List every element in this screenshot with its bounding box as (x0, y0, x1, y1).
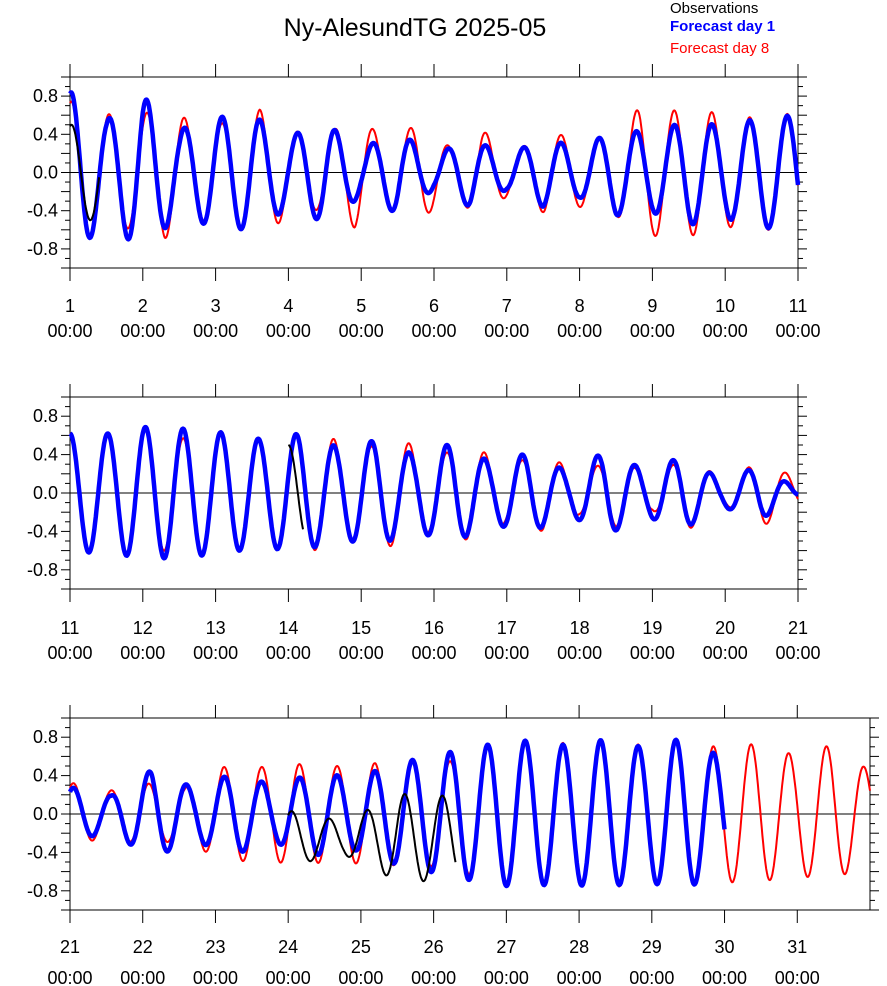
x-tick-label-time: 00:00 (339, 321, 384, 341)
x-tick-label-day: 28 (569, 937, 589, 957)
x-tick-label-day: 15 (351, 618, 371, 638)
x-tick-label-time: 00:00 (484, 968, 529, 986)
x-tick-label-day: 8 (575, 296, 585, 316)
x-tick-label-day: 29 (642, 937, 662, 957)
x-tick-label-time: 00:00 (47, 968, 92, 986)
chart-panel-1: 0.8 0.4 0.0 -0.4 -0.8 1 00:00 2 00:00 3 00:00 4 00:0… (27, 64, 821, 341)
x-tick-label-day: 9 (647, 296, 657, 316)
x-tick-label-time: 00:00 (47, 321, 92, 341)
x-tick-label-day: 2 (138, 296, 148, 316)
series-observations (287, 444, 304, 530)
x-tick-label-day: 22 (133, 937, 153, 957)
x-tick-label-time: 00:00 (266, 321, 311, 341)
x-tick-label-day: 11 (789, 296, 808, 316)
y-tick-label: 0.8 (33, 727, 58, 747)
x-tick-label-time: 00:00 (193, 643, 238, 663)
x-tick-label-day: 3 (211, 296, 221, 316)
chart-title: Ny-AlesundTG 2025-05 (283, 14, 547, 42)
series-observations (287, 793, 457, 883)
x-tick-label-day: 10 (715, 296, 735, 316)
y-tick-label: 0.0 (33, 163, 58, 183)
x-tick-label-day: 17 (497, 618, 517, 638)
y-tick-label: 0.0 (33, 483, 58, 503)
x-tick-label-time: 00:00 (630, 321, 675, 341)
x-tick-label-day: 23 (205, 937, 225, 957)
x-tick-label-time: 00:00 (266, 968, 311, 986)
x-tick-label-time: 00:00 (557, 968, 602, 986)
x-tick-label-time: 00:00 (557, 643, 602, 663)
x-tick-label-time: 00:00 (484, 321, 529, 341)
y-tick-label: -0.8 (27, 881, 58, 901)
x-tick-label-day: 6 (429, 296, 439, 316)
x-tick-label-day: 25 (351, 937, 371, 957)
y-tick-label: -0.8 (27, 239, 58, 259)
x-tick-label-time: 00:00 (775, 968, 820, 986)
x-tick-label-time: 00:00 (775, 643, 820, 663)
series-forecast-day-1 (67, 737, 727, 889)
legend-observations: Observations (670, 0, 759, 17)
y-tick-label: 0.8 (33, 406, 58, 426)
series-observations (69, 123, 101, 222)
x-tick-label-day: 24 (278, 937, 298, 957)
x-tick-label-day: 21 (60, 937, 80, 957)
x-tick-label-day: 7 (502, 296, 512, 316)
x-tick-label-time: 00:00 (703, 321, 748, 341)
x-tick-label-day: 13 (206, 618, 226, 638)
x-tick-label-time: 00:00 (775, 321, 820, 341)
x-tick-label-time: 00:00 (411, 968, 456, 986)
x-tick-label-day: 12 (133, 618, 153, 638)
y-tick-label: 0.4 (33, 445, 58, 465)
x-tick-label-day: 31 (787, 937, 807, 957)
x-tick-label-day: 20 (715, 618, 735, 638)
x-tick-label-time: 00:00 (411, 321, 456, 341)
x-tick-label-day: 26 (424, 937, 444, 957)
y-tick-label: -0.8 (27, 560, 58, 580)
x-tick-label-day: 4 (283, 296, 293, 316)
x-tick-label-time: 00:00 (557, 321, 602, 341)
legend-forecast-day8: Forecast day 8 (670, 40, 770, 57)
x-tick-label-time: 00:00 (630, 643, 675, 663)
x-tick-label-day: 16 (424, 618, 444, 638)
x-tick-label-time: 00:00 (484, 643, 529, 663)
x-tick-label-time: 00:00 (120, 321, 165, 341)
series-forecast-day-1 (68, 90, 801, 242)
x-tick-label-time: 00:00 (411, 643, 456, 663)
x-tick-label-day: 30 (715, 937, 735, 957)
y-tick-label: 0.8 (33, 86, 58, 106)
series-forecast-day-1 (68, 424, 800, 561)
x-tick-label-day: 14 (278, 618, 298, 638)
x-tick-label-day: 27 (496, 937, 516, 957)
x-tick-label-time: 00:00 (629, 968, 674, 986)
x-tick-label-day: 1 (65, 296, 75, 316)
chart-panel-2: 0.8 0.4 0.0 -0.4 -0.8 11 00:00 12 00:00 13 00:00 14… (27, 384, 821, 663)
x-tick-label-time: 00:00 (266, 643, 311, 663)
x-tick-label-time: 00:00 (339, 643, 384, 663)
series-forecast-day-8 (69, 738, 871, 888)
legend-forecast-day1: Forecast day 1 (670, 18, 776, 35)
x-tick-label-day: 21 (788, 618, 808, 638)
x-tick-label-day: 19 (642, 618, 662, 638)
y-tick-label: 0.4 (33, 766, 58, 786)
x-tick-label-time: 00:00 (193, 321, 238, 341)
y-tick-label: -0.4 (27, 201, 58, 221)
chart-panel-3: 0.8 0.4 0.0 -0.4 -0.8 21 00:00 22 00:00 23 00:00 24… (27, 705, 879, 986)
x-tick-label-time: 00:00 (703, 643, 748, 663)
x-tick-label-time: 00:00 (120, 968, 165, 986)
y-tick-label: -0.4 (27, 842, 58, 862)
x-tick-label-day: 11 (61, 618, 80, 638)
y-tick-label: 0.0 (33, 804, 58, 824)
x-tick-label-day: 18 (570, 618, 590, 638)
x-tick-label-time: 00:00 (338, 968, 383, 986)
x-tick-label-time: 00:00 (702, 968, 747, 986)
x-tick-label-time: 00:00 (193, 968, 238, 986)
y-tick-label: 0.4 (33, 124, 58, 144)
x-tick-label-time: 00:00 (120, 643, 165, 663)
x-tick-label-day: 5 (356, 296, 366, 316)
y-tick-label: -0.4 (27, 521, 58, 541)
x-tick-label-time: 00:00 (47, 643, 92, 663)
